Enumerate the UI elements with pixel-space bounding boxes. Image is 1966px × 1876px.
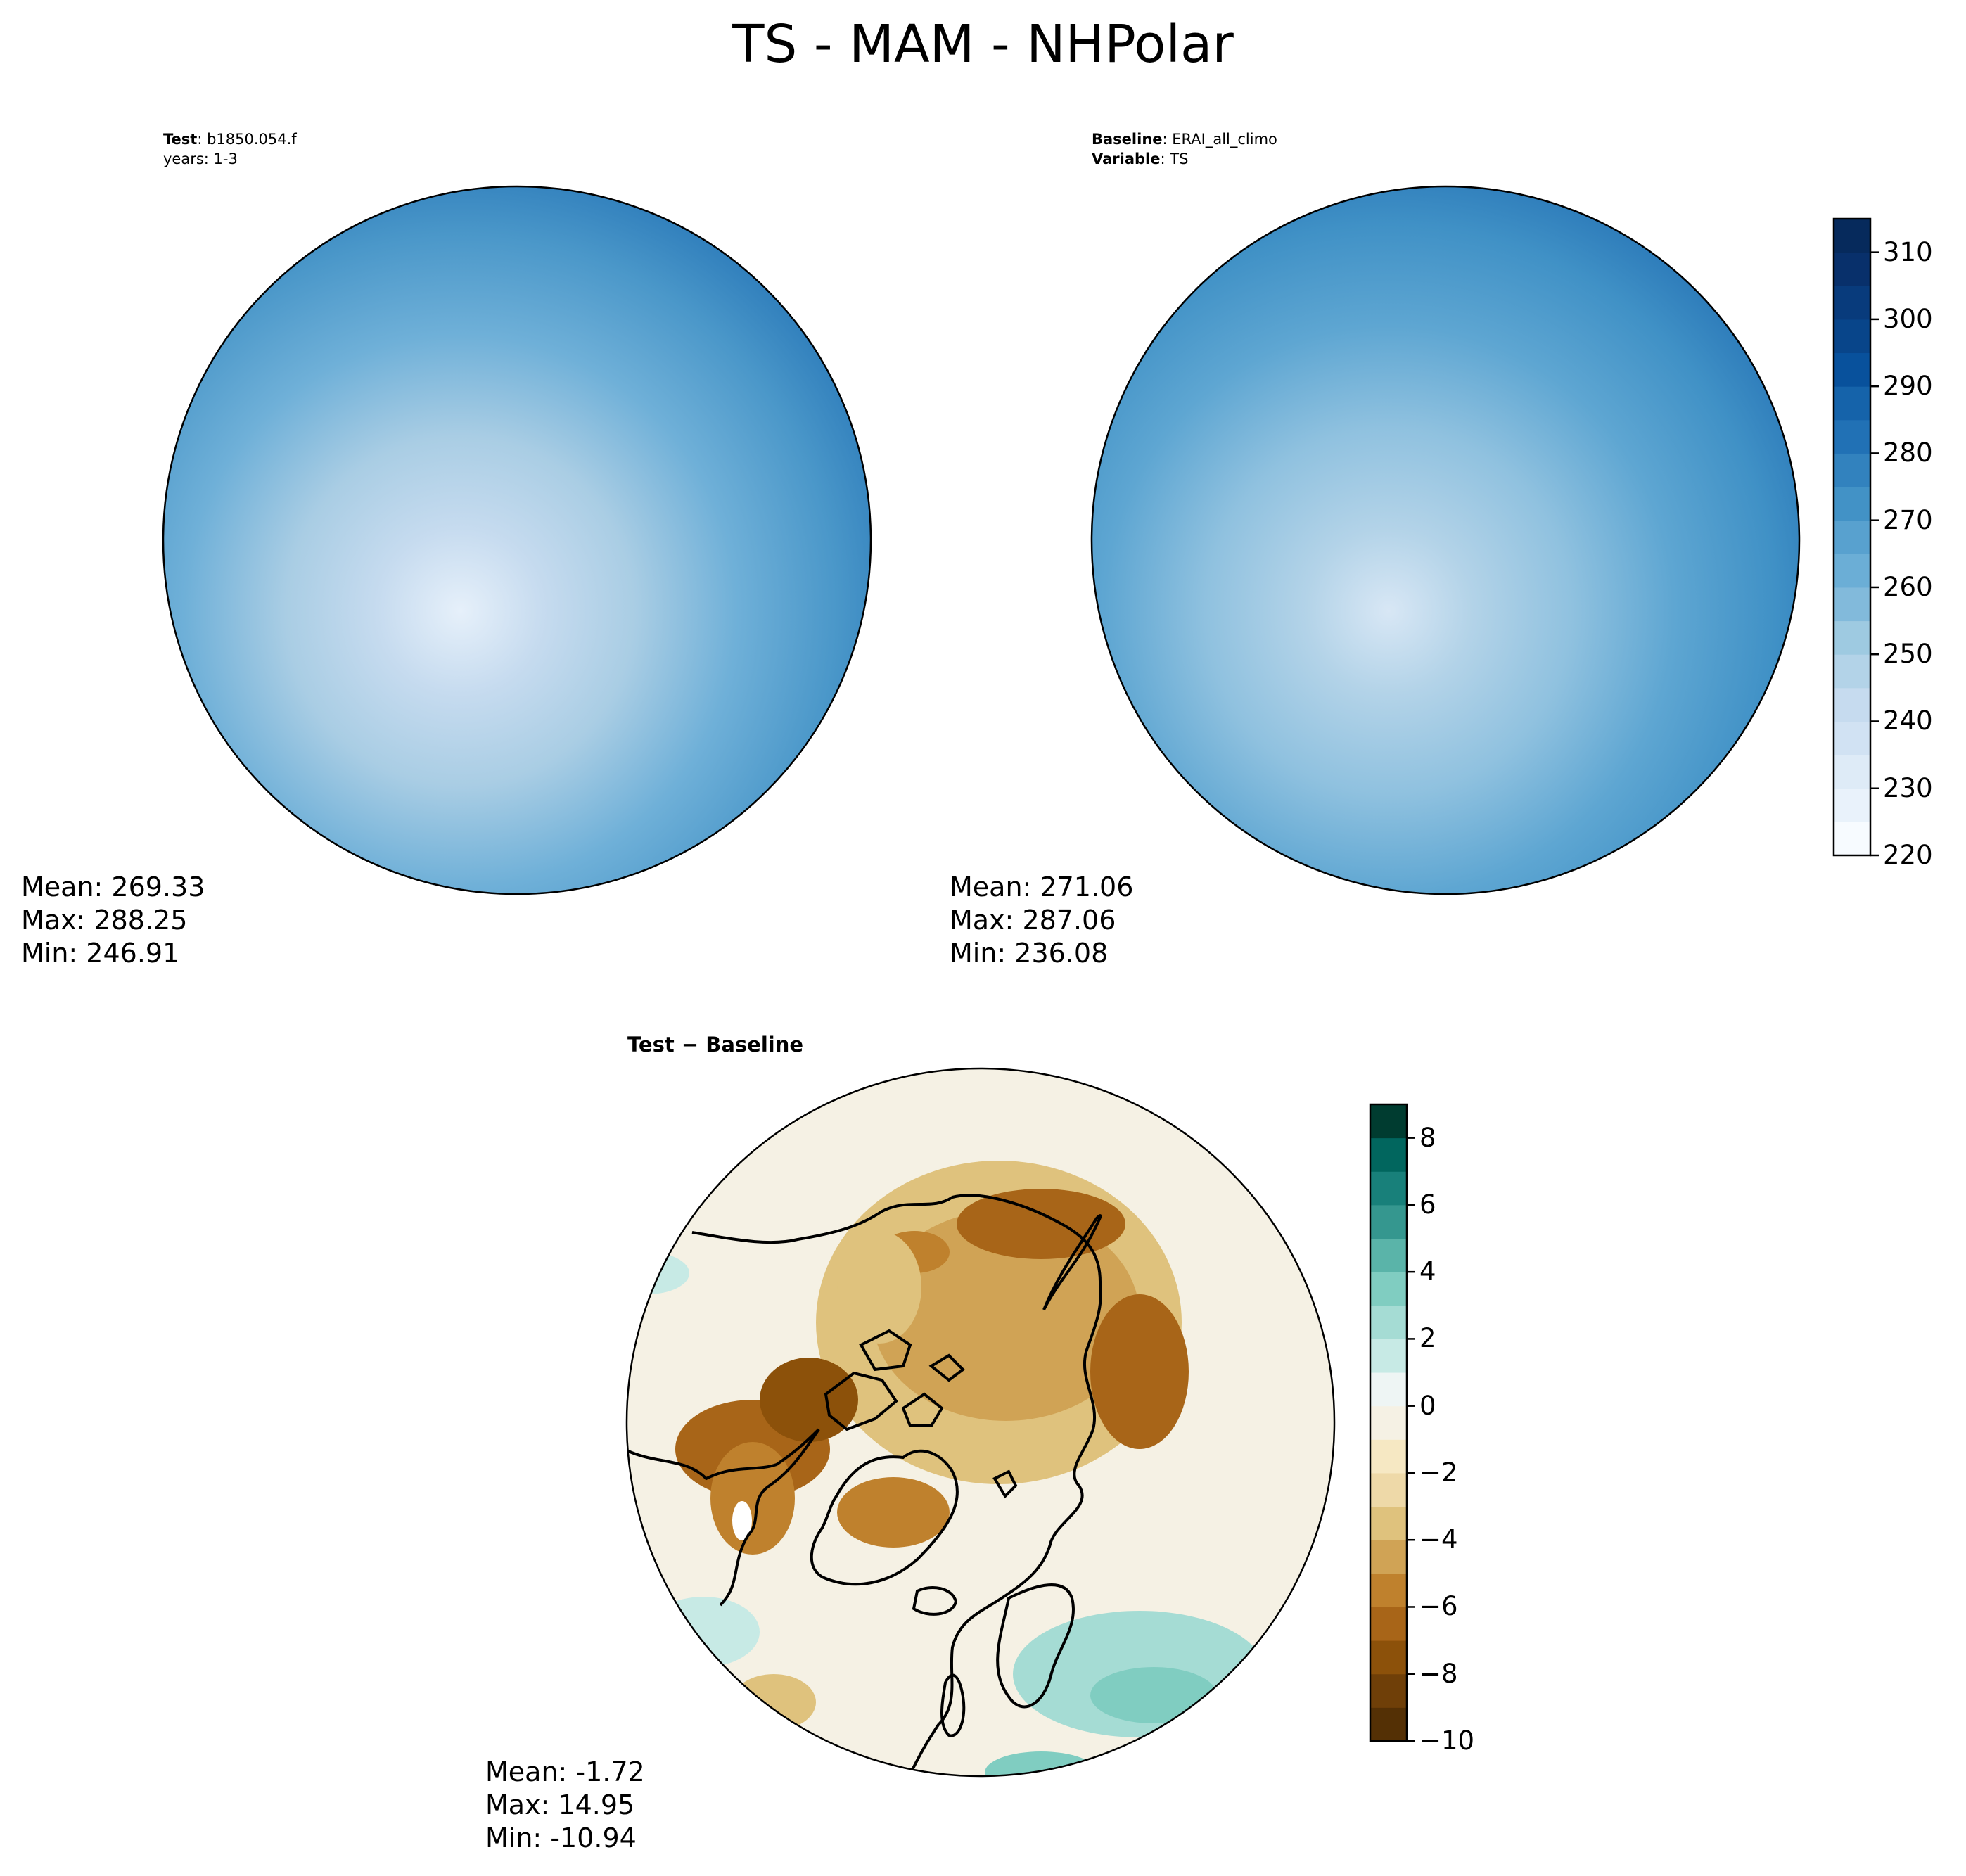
colorbar-level	[1834, 286, 1870, 320]
colorbar-tick-label: 0	[1419, 1390, 1436, 1421]
colorbar-tick-label: −10	[1419, 1725, 1475, 1756]
baseline-max: Max: 287.06	[950, 905, 1116, 936]
test-mean: Mean: 269.33	[21, 872, 205, 902]
colorbar-level	[1834, 219, 1870, 253]
colorbar-tick-label: 280	[1883, 438, 1933, 468]
test-case-name: b1850.054.f	[207, 131, 297, 148]
colorbar-level	[1834, 319, 1870, 354]
colorbar-level	[1834, 352, 1870, 387]
colorbar-tick-label: 300	[1883, 303, 1933, 334]
colorbar-level	[1834, 252, 1870, 286]
diff-panel-label: Test − Baseline	[627, 1033, 804, 1057]
colorbar-level	[1370, 1137, 1407, 1172]
colorbar-level	[1834, 419, 1870, 454]
diff-min: Min: -10.94	[485, 1823, 637, 1853]
colorbar-tick-label: 310	[1883, 236, 1933, 267]
test-stats: Mean: 269.33 Max: 288.25 Min: 246.91	[21, 871, 205, 970]
colorbar-level	[1370, 1305, 1407, 1339]
colorbar-level	[1834, 386, 1870, 421]
test-label-key: Test	[163, 131, 198, 148]
colorbar-tick-label: 6	[1419, 1189, 1436, 1220]
colorbar-level	[1370, 1540, 1407, 1574]
colorbar-level	[1370, 1339, 1407, 1373]
colorbar-level	[1834, 788, 1870, 822]
test-max: Max: 288.25	[21, 905, 188, 936]
colorbar-tick-label: 250	[1883, 639, 1933, 670]
colorbar-tick-label: 230	[1883, 772, 1933, 803]
colorbar-level	[1370, 1238, 1407, 1272]
colorbar-level	[1834, 654, 1870, 689]
colorbar-level	[1370, 1372, 1407, 1407]
variable-name: TS	[1170, 151, 1189, 167]
colorbar-level	[1834, 755, 1870, 789]
colorbar-level	[1370, 1640, 1407, 1675]
colorbar-level	[1834, 453, 1870, 487]
colorbar-tick-label: 240	[1883, 706, 1933, 736]
baseline-panel-label: Baseline: ERAI_all_climo Variable: TS	[1092, 131, 1277, 167]
colorbar-level	[1834, 520, 1870, 554]
colorbar-tick-label: 290	[1883, 371, 1933, 402]
baseline-mean: Mean: 271.06	[950, 872, 1134, 902]
diff-stats: Mean: -1.72 Max: 14.95 Min: -10.94	[485, 1756, 645, 1855]
baseline-stats: Mean: 271.06 Max: 287.06 Min: 236.08	[950, 871, 1133, 970]
colorbar-tick-label: −4	[1419, 1524, 1458, 1555]
baseline-case-name: ERAI_all_climo	[1172, 131, 1277, 148]
colorbar-level	[1370, 1472, 1407, 1507]
colorbar-tick-label: 220	[1883, 840, 1933, 870]
colorbar-level	[1370, 1607, 1407, 1641]
test-panel-label: Test: b1850.054.f years: 1-3	[163, 131, 297, 167]
diff-mean: Mean: -1.72	[485, 1756, 645, 1787]
colorbar-level	[1834, 587, 1870, 622]
colorbar-level	[1370, 1104, 1407, 1139]
colorbar-tick-label: 8	[1419, 1122, 1436, 1153]
baseline-map	[1090, 185, 1801, 895]
test-min: Min: 246.91	[21, 938, 180, 969]
absolute-colorbar	[1832, 217, 1879, 857]
colorbar-level	[1370, 1673, 1407, 1708]
colorbar-tick-label: 270	[1883, 504, 1933, 535]
colorbar-level	[1834, 721, 1870, 755]
diff-max: Max: 14.95	[485, 1789, 635, 1820]
baseline-min: Min: 236.08	[950, 938, 1109, 969]
test-years: years: 1-3	[163, 151, 238, 167]
colorbar-tick-label: 2	[1419, 1323, 1436, 1354]
difference-colorbar	[1369, 1103, 1415, 1742]
colorbar-level	[1370, 1439, 1407, 1474]
colorbar-level	[1834, 487, 1870, 521]
colorbar-tick-label: −2	[1419, 1457, 1458, 1488]
colorbar-level	[1370, 1707, 1407, 1742]
colorbar-level	[1370, 1171, 1407, 1206]
colorbar-level	[1834, 554, 1870, 588]
colorbar-level	[1370, 1506, 1407, 1540]
colorbar-level	[1834, 822, 1870, 856]
colorbar-frame	[1369, 1103, 1408, 1742]
colorbar-level	[1370, 1272, 1407, 1306]
colorbar-level	[1834, 620, 1870, 655]
colorbar-tick-label: −8	[1419, 1658, 1458, 1689]
colorbar-level	[1370, 1573, 1407, 1607]
test-map	[162, 185, 872, 895]
difference-map	[625, 1067, 1336, 1778]
colorbar-tick-label: −6	[1419, 1591, 1458, 1622]
colorbar-level	[1834, 687, 1870, 722]
colorbar-level	[1370, 1204, 1407, 1239]
colorbar-tick-label: 260	[1883, 571, 1933, 602]
colorbar-tick-label: 4	[1419, 1256, 1436, 1287]
figure-title: TS - MAM - NHPolar	[732, 14, 1234, 75]
baseline-label-key: Baseline	[1092, 131, 1163, 148]
variable-label-key: Variable	[1092, 151, 1161, 167]
colorbar-frame	[1832, 217, 1872, 857]
colorbar-level	[1370, 1405, 1407, 1440]
